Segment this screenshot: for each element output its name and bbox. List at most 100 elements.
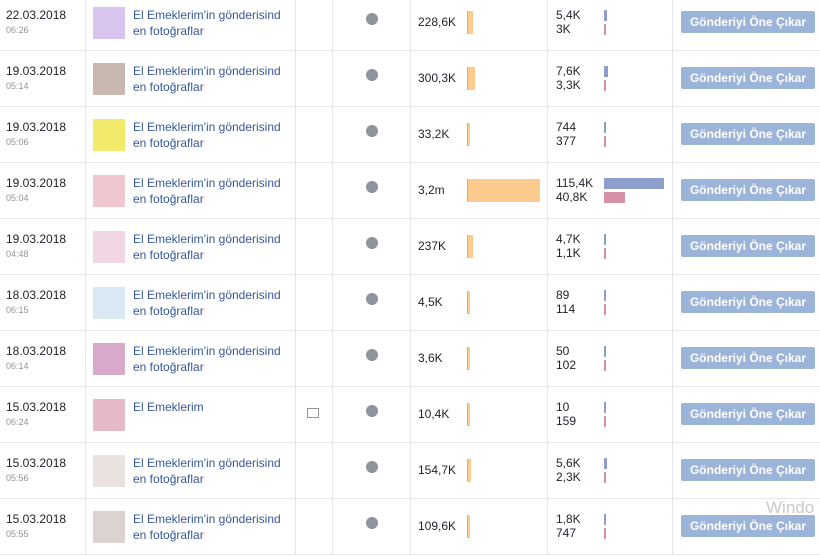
reach-bar xyxy=(467,67,475,90)
boost-button[interactable]: Gönderiyi Öne Çıkar xyxy=(681,459,815,481)
time: 06:26 xyxy=(6,25,29,35)
post-title[interactable]: El Emeklerim'in gönderisind en fotoğrafl… xyxy=(133,344,281,374)
thumbnail xyxy=(93,399,125,431)
column-separator xyxy=(547,50,548,106)
post-title[interactable]: El Emeklerim'in gönderisind en fotoğrafl… xyxy=(133,8,281,38)
thumbnail xyxy=(93,455,125,487)
column-separator xyxy=(332,330,333,386)
reach-bar xyxy=(467,123,470,146)
thumbnail xyxy=(93,287,125,319)
date: 22.03.2018 xyxy=(6,8,67,22)
column-separator xyxy=(547,330,548,386)
boost-button[interactable]: Gönderiyi Öne Çıkar xyxy=(681,179,815,201)
column-separator xyxy=(410,274,411,330)
column-separator xyxy=(410,218,411,274)
engagement-value: 7,6K xyxy=(556,64,581,78)
column-separator xyxy=(332,498,333,554)
column-separator xyxy=(672,106,673,162)
engagement-bar xyxy=(604,80,606,91)
thumbnail xyxy=(93,343,125,375)
column-separator xyxy=(547,442,548,498)
post-title[interactable]: El Emeklerim'in gönderisind en fotoğrafl… xyxy=(133,120,281,150)
engagement-bar xyxy=(604,416,606,427)
engagement-value: 40,8K xyxy=(556,190,588,204)
table-row: 18.03.2018 06:15 El Emeklerim'in gönderisi… xyxy=(0,274,820,331)
column-separator xyxy=(410,50,411,106)
engagement-bar xyxy=(604,290,606,301)
reach-value: 3,6K xyxy=(418,351,443,365)
engagement-value: 3K xyxy=(556,22,571,36)
globe-icon xyxy=(366,405,378,417)
boost-button[interactable]: Gönderiyi Öne Çıkar xyxy=(681,235,815,257)
engagement-bar xyxy=(604,136,606,147)
post-title[interactable]: El Emeklerim xyxy=(133,400,204,414)
globe-icon xyxy=(366,13,378,25)
engagement-value: 1,8K xyxy=(556,512,581,526)
engagement-value: 89 xyxy=(556,288,570,302)
column-separator xyxy=(547,386,548,442)
engagement-value: 4,7K xyxy=(556,232,581,246)
column-separator xyxy=(672,442,673,498)
post-title[interactable]: El Emeklerim'in gönderisind en fotoğrafl… xyxy=(133,288,281,318)
column-separator xyxy=(295,0,296,50)
boost-button[interactable]: Gönderiyi Öne Çıkar xyxy=(681,347,815,369)
time: 04:48 xyxy=(6,249,29,259)
engagement-value: 50 xyxy=(556,344,570,358)
boost-button[interactable]: Gönderiyi Öne Çıkar xyxy=(681,123,815,145)
engagement-bar xyxy=(604,10,607,21)
reach-bar xyxy=(467,403,470,426)
column-separator xyxy=(672,330,673,386)
column-separator xyxy=(672,218,673,274)
engagement-value: 377 xyxy=(556,134,577,148)
reach-value: 228,6K xyxy=(418,15,457,29)
boost-button[interactable]: Gönderiyi Öne Çıkar xyxy=(681,67,815,89)
engagement-value: 3,3K xyxy=(556,78,581,92)
column-separator xyxy=(672,0,673,50)
boost-button[interactable]: Gönderiyi Öne Çıkar xyxy=(681,11,815,33)
date: 19.03.2018 xyxy=(6,176,67,190)
engagement-value: 747 xyxy=(556,526,577,540)
thumbnail xyxy=(93,175,125,207)
date: 18.03.2018 xyxy=(6,344,67,358)
post-title[interactable]: El Emeklerim'in gönderisind en fotoğrafl… xyxy=(133,64,281,94)
column-separator xyxy=(332,218,333,274)
column-separator xyxy=(332,50,333,106)
date: 15.03.2018 xyxy=(6,512,67,526)
post-title[interactable]: El Emeklerim'in gönderisind en fotoğrafl… xyxy=(133,232,281,262)
column-separator xyxy=(295,386,296,442)
engagement-value: 1,1K xyxy=(556,246,581,260)
column-separator xyxy=(332,386,333,442)
post-title[interactable]: El Emeklerim'in gönderisind en fotoğrafl… xyxy=(133,512,281,542)
column-separator xyxy=(85,274,86,330)
reach-value: 3,2m xyxy=(418,183,445,197)
thumbnail xyxy=(93,231,125,263)
reach-bar xyxy=(467,459,472,482)
column-separator xyxy=(295,218,296,274)
reach-value: 300,3K xyxy=(418,71,457,85)
boost-button[interactable]: Gönderiyi Öne Çıkar xyxy=(681,403,815,425)
reach-bar xyxy=(467,347,470,370)
carousel-icon xyxy=(307,408,319,418)
date: 19.03.2018 xyxy=(6,64,67,78)
column-separator xyxy=(295,106,296,162)
column-separator xyxy=(85,330,86,386)
engagement-value: 5,4K xyxy=(556,8,581,22)
boost-button[interactable]: Gönderiyi Öne Çıkar xyxy=(681,291,815,313)
table-row: 19.03.2018 05:14 El Emeklerim'in gönderisi… xyxy=(0,50,820,107)
reach-value: 10,4K xyxy=(418,407,450,421)
date: 18.03.2018 xyxy=(6,288,67,302)
post-title[interactable]: El Emeklerim'in gönderisind en fotoğrafl… xyxy=(133,176,281,206)
time: 05:55 xyxy=(6,529,29,539)
table-row: 22.03.2018 06:26 El Emeklerim'in gönderisi… xyxy=(0,0,820,51)
engagement-bar xyxy=(604,24,606,35)
column-separator xyxy=(547,498,548,554)
boost-button[interactable]: Gönderiyi Öne Çıkar xyxy=(681,515,815,537)
engagement-bar xyxy=(604,304,606,315)
column-separator xyxy=(410,498,411,554)
engagement-bar xyxy=(604,248,606,259)
column-separator xyxy=(547,162,548,218)
date: 15.03.2018 xyxy=(6,400,67,414)
reach-bar xyxy=(467,11,474,34)
post-title[interactable]: El Emeklerim'in gönderisind en fotoğrafl… xyxy=(133,456,281,486)
